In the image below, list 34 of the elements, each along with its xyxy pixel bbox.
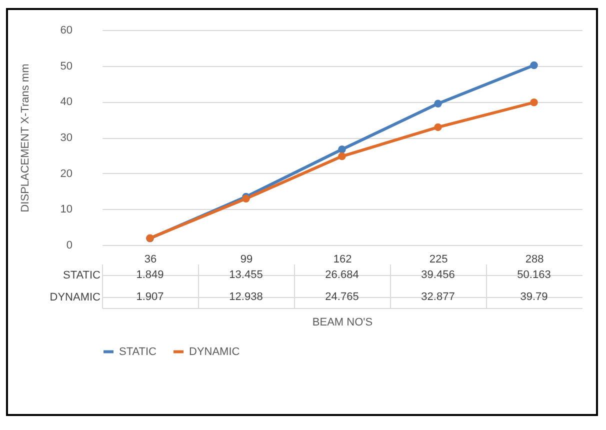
data-label: 1.849 (136, 269, 164, 281)
x-tick-label: 162 (333, 254, 352, 266)
point (530, 61, 538, 70)
y-tick-label: 0 (66, 240, 72, 252)
data-label: 39.79 (520, 291, 548, 303)
point (530, 98, 538, 106)
data-label: 13.455 (229, 269, 263, 281)
data-label: 39.456 (421, 269, 455, 281)
y-axis-title: DISPLACEMENT X-Trans mm (19, 64, 32, 212)
y-tick-label: 30 (60, 132, 72, 144)
data-label: 24.765 (325, 291, 359, 303)
y-tick-label: 60 (60, 24, 72, 36)
data-label: 12.938 (229, 291, 263, 303)
data-label: 26.684 (325, 269, 359, 281)
point (338, 152, 346, 160)
y-tick-label: 50 (60, 60, 72, 72)
data-label: 50.163 (517, 269, 551, 281)
x-axis-title: BEAM NO'S (312, 316, 373, 328)
x-tick-label: 288 (525, 254, 544, 266)
text: DYNAMIC (50, 292, 100, 304)
x-tick-label: 99 (240, 254, 253, 266)
point (338, 146, 346, 154)
text: STATIC (63, 270, 100, 282)
x-tick-label: 225 (429, 254, 448, 266)
y-tick-label: 20 (60, 168, 72, 180)
legend-label: DYNAMIC (189, 346, 240, 358)
legend-label: STATIC (119, 346, 157, 358)
y-tick-label: 10 (60, 204, 72, 216)
data-label: 32.877 (421, 291, 455, 303)
data-label: 1.907 (136, 291, 164, 303)
x-tick-label: 36 (144, 254, 157, 266)
y-tick-label: 40 (60, 96, 72, 108)
point (434, 123, 442, 132)
point (434, 100, 442, 108)
